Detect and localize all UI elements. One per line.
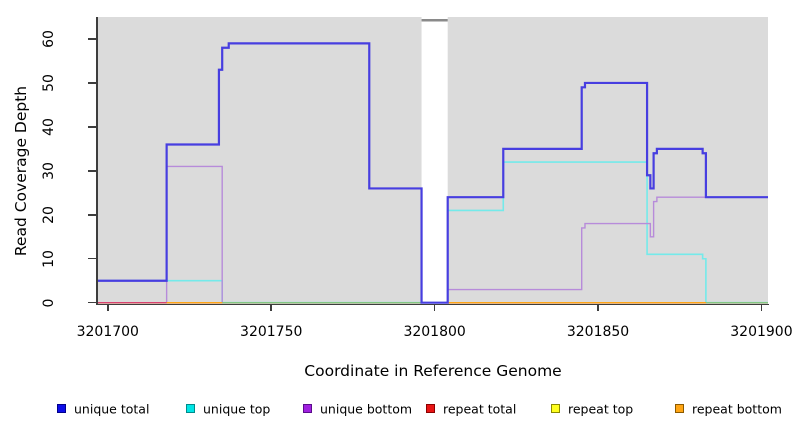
chart-canvas [98,17,768,304]
x-tick-mark [107,304,109,311]
y-axis-title: Read Coverage Depth [12,85,30,257]
legend-label-unique-top: unique top [203,401,271,417]
x-tick-mark [597,304,599,311]
legend-swatch-unique-bottom [303,404,312,413]
y-tick-mark [88,38,97,40]
gap-band-cap [421,19,448,22]
x-tick-mark [270,304,272,311]
legend-label-unique-total: unique total [74,401,150,417]
x-tick-mark [433,304,436,311]
y-tick-label: 10 [41,249,57,268]
y-tick-label: 60 [41,30,57,48]
y-tick-label: 40 [41,117,57,136]
y-tick-label: 0 [41,298,57,308]
legend-swatch-repeat-top [551,404,560,413]
y-tick-mark [88,126,97,128]
legend-label-repeat-bottom: repeat bottom [692,401,782,417]
legend-swatch-repeat-bottom [675,404,684,413]
x-tick-label: 3201800 [403,324,466,340]
legend-swatch-unique-top [186,404,195,413]
y-tick-mark [88,82,97,84]
y-tick-mark [88,214,97,216]
x-tick-label: 3201850 [566,324,630,340]
legend-label-repeat-top: repeat top [568,401,634,417]
y-tick-label: 30 [41,161,57,180]
series-unique-bottom-line [98,165,768,304]
legend-label-unique-bottom: unique bottom [320,401,413,417]
x-axis-title: Coordinate in Reference Genome [304,362,562,380]
y-tick-mark [88,301,97,304]
gap-band [421,17,448,304]
legend-swatch-unique-total [57,404,66,413]
series-unique-total-line [98,42,768,304]
x-tick-mark [760,304,763,311]
y-tick-mark [88,257,97,260]
y-tick-label: 20 [41,205,57,224]
y-tick-mark [88,170,97,172]
x-tick-label: 3201700 [76,324,139,340]
x-axis-line [96,303,769,305]
y-axis-line [96,17,98,305]
legend-swatch-repeat-total [426,404,435,413]
x-tick-label: 3201750 [240,324,303,340]
x-tick-label: 3201900 [730,324,792,340]
legend-label-repeat-total: repeat total [443,401,517,417]
y-tick-label: 50 [41,74,57,92]
